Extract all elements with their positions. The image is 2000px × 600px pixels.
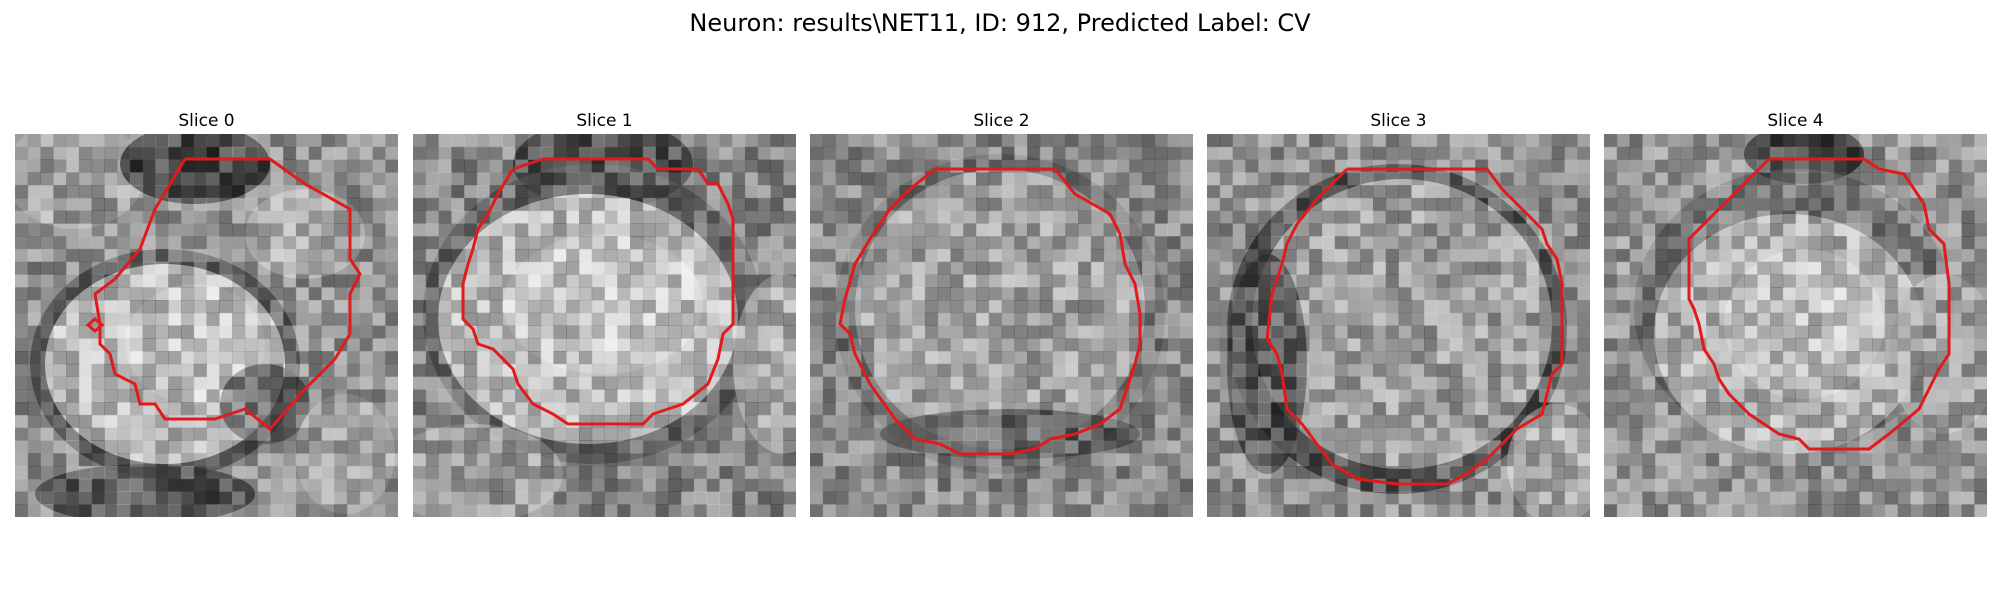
slice-title: Slice 2 bbox=[973, 111, 1030, 131]
slice-image bbox=[15, 134, 398, 517]
slice-image bbox=[1604, 134, 1987, 517]
grain-texture bbox=[1604, 134, 1987, 517]
figure-title: Neuron: results\NET11, ID: 912, Predicte… bbox=[689, 9, 1311, 37]
roi-contour bbox=[461, 157, 735, 426]
slice-panel-4: Slice 4 bbox=[1604, 108, 1987, 517]
slice-title: Slice 4 bbox=[1767, 111, 1824, 131]
grain-texture bbox=[413, 134, 796, 517]
roi-contour bbox=[1265, 167, 1564, 486]
slice-title: Slice 0 bbox=[178, 111, 235, 131]
grain-texture bbox=[15, 134, 398, 517]
slice-panel-1: Slice 1 bbox=[413, 108, 796, 517]
roi-contour bbox=[838, 167, 1142, 456]
slice-panel-3: Slice 3 bbox=[1207, 108, 1590, 517]
slice-image bbox=[810, 134, 1193, 517]
slice-image bbox=[413, 134, 796, 517]
grain-texture bbox=[1207, 134, 1590, 517]
slice-panel-2: Slice 2 bbox=[810, 108, 1193, 517]
slice-title: Slice 3 bbox=[1370, 111, 1427, 131]
roi-marker bbox=[85, 317, 105, 333]
roi-contour bbox=[93, 157, 362, 432]
grain-texture bbox=[810, 134, 1193, 517]
slice-panel-0: Slice 0 bbox=[15, 108, 398, 517]
slice-title: Slice 1 bbox=[576, 111, 633, 131]
slice-image bbox=[1207, 134, 1590, 517]
roi-contour bbox=[1687, 157, 1951, 451]
